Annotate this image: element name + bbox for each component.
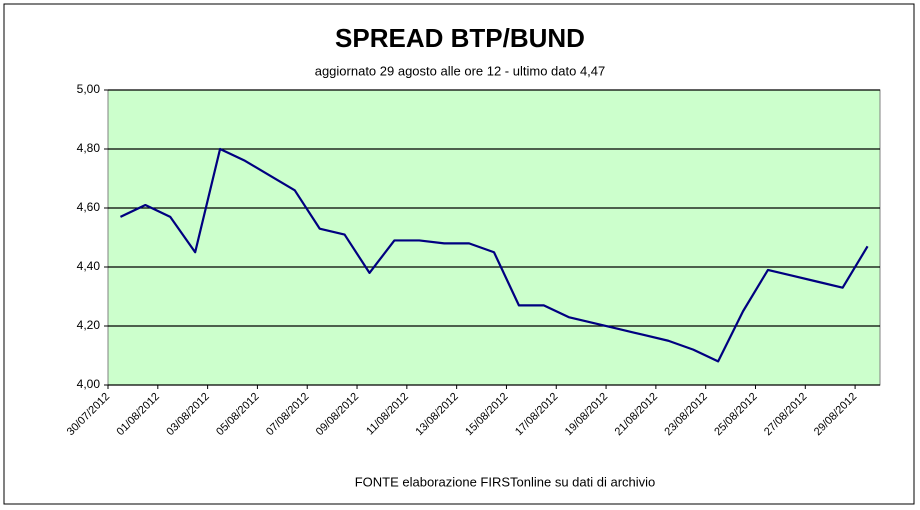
chart-title: SPREAD BTP/BUND bbox=[335, 23, 585, 53]
y-tick-label: 4,40 bbox=[77, 259, 101, 273]
plot-area bbox=[107, 89, 881, 386]
y-tick-label: 4,20 bbox=[77, 318, 101, 332]
y-tick-label: 5,00 bbox=[77, 82, 101, 96]
chart-subtitle: aggiornato 29 agosto alle ore 12 - ultim… bbox=[315, 63, 606, 78]
y-tick-label: 4,80 bbox=[77, 141, 101, 155]
chart-source: FONTE elaborazione FIRSTonline su dati d… bbox=[355, 474, 656, 489]
y-tick-label: 4,60 bbox=[77, 200, 101, 214]
data-line bbox=[119, 147, 869, 363]
y-tick-label: 4,00 bbox=[77, 377, 101, 391]
